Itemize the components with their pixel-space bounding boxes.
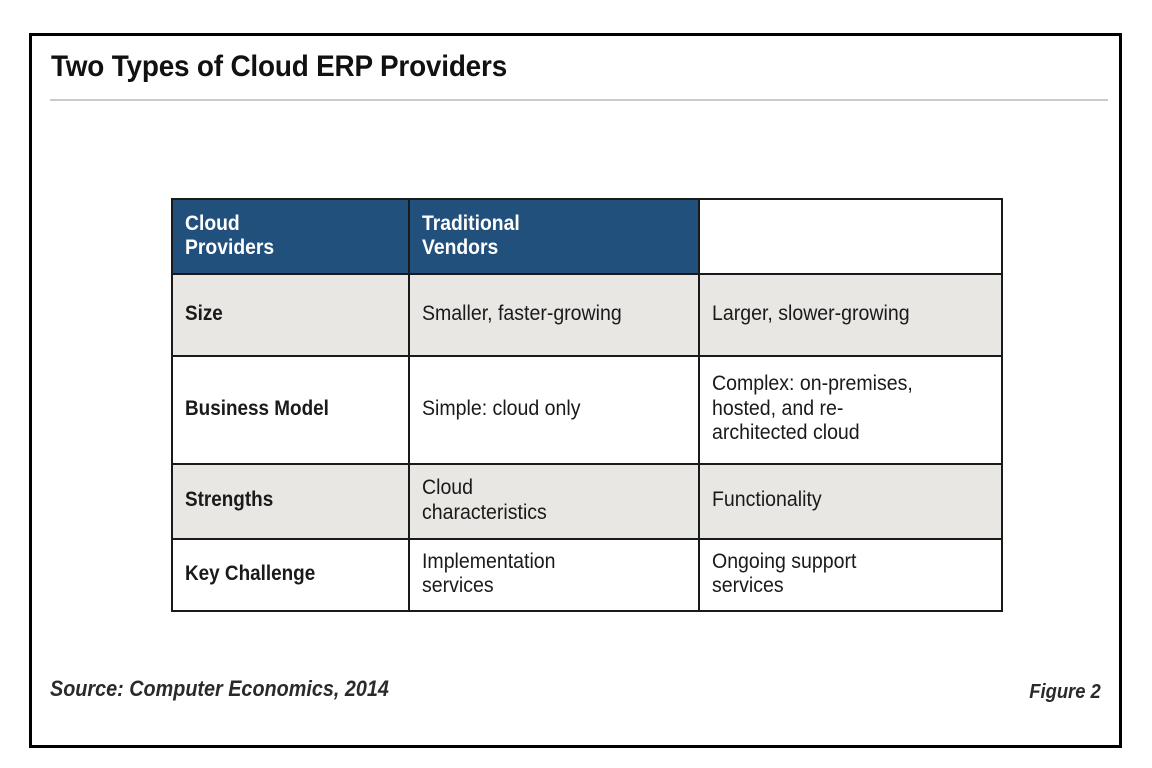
cell-business-model-cloud-providers: Simple: cloud only	[408, 355, 700, 465]
cell-key-challenge-traditional-vendors: Ongoing support services	[698, 538, 1003, 612]
cell-business-model-traditional-vendors: Complex: on-premises, hosted, and re- ar…	[698, 355, 1003, 465]
title-divider	[50, 99, 1108, 101]
table-row: Size Smaller, faster-growing Larger, slo…	[171, 273, 1003, 357]
table-header: Cloud Providers Traditional Vendors	[171, 198, 1002, 275]
page-title: Two Types of Cloud ERP Providers	[51, 50, 508, 83]
column-header-traditional-vendors-line2: Vendors	[422, 235, 499, 259]
figure-frame: Two Types of Cloud ERP Providers Cloud P…	[29, 33, 1122, 748]
figure-label: Figure 2	[1029, 681, 1101, 703]
row-label-business-model: Business Model	[171, 355, 410, 465]
column-header-traditional-vendors: Traditional Vendors	[408, 198, 700, 275]
row-label-size: Size	[171, 273, 410, 357]
table-row: Strengths Cloud characteristics Function…	[171, 463, 1003, 540]
header-row: Cloud Providers Traditional Vendors	[171, 198, 1002, 275]
table-row: Key Challenge Implementation services On…	[171, 538, 1003, 612]
comparison-table: Cloud Providers Traditional Vendors Size…	[171, 198, 1003, 612]
table-body: Size Smaller, faster-growing Larger, slo…	[171, 273, 1003, 612]
column-header-cloud-providers-line1: Cloud	[185, 211, 240, 235]
cell-strengths-cloud-providers: Cloud characteristics	[408, 463, 700, 540]
cell-strengths-traditional-vendors: Functionality	[698, 463, 1003, 540]
row-label-key-challenge: Key Challenge	[171, 538, 410, 612]
row-label-strengths: Strengths	[171, 463, 410, 540]
cell-size-traditional-vendors: Larger, slower-growing	[698, 273, 1003, 357]
column-header-traditional-vendors-line1: Traditional	[422, 211, 520, 235]
cell-key-challenge-cloud-providers: Implementation services	[408, 538, 700, 612]
table-row: Business Model Simple: cloud only Comple…	[171, 355, 1003, 465]
column-header-cloud-providers-line2: Providers	[185, 235, 275, 259]
column-header-cloud-providers: Cloud Providers	[171, 198, 410, 275]
cell-size-cloud-providers: Smaller, faster-growing	[408, 273, 700, 357]
source-note: Source: Computer Economics, 2014	[50, 676, 389, 701]
